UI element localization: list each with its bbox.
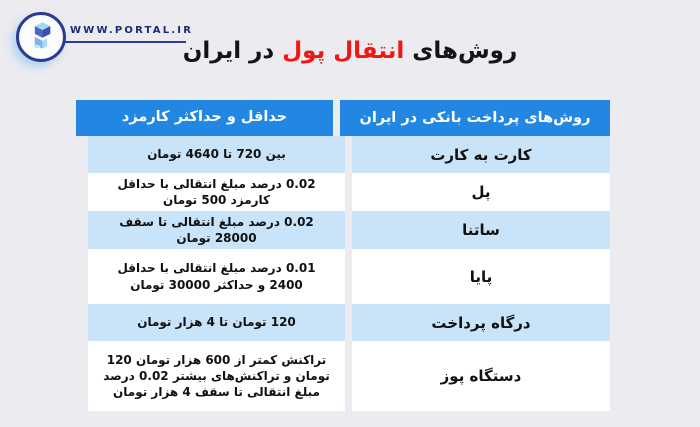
method-paya: پایا — [352, 249, 610, 304]
fee-pol: 0.02 درصد مبلغ انتقالی با حداقل کارمزد 5… — [88, 173, 345, 211]
page-title: روش‌های انتقال پول در ایران — [0, 38, 700, 64]
portal-logo-circle — [16, 12, 66, 62]
fee-paya: 0.01 درصد مبلغ انتقالی با حداقل 2400 و ح… — [88, 249, 345, 304]
payment-methods-table: روش‌های پرداخت بانکی در ایران حداقل و حد… — [76, 100, 610, 411]
table-row: درگاه پرداخت 120 تومان تا 4 هزار تومان — [88, 304, 610, 341]
table-row: پل 0.02 درصد مبلغ انتقالی با حداقل کارمز… — [88, 173, 610, 211]
title-suffix: در ایران — [182, 38, 275, 64]
table-row: دستگاه پوز تراکنش کمتر از 600 هزار تومان… — [88, 341, 610, 411]
fee-satna: 0.02 درصد مبلغ انتقالی تا سقف 28000 توما… — [88, 211, 345, 249]
col-header-fees: حداقل و حداکثر کارمزد — [76, 100, 333, 136]
table-row: پایا 0.01 درصد مبلغ انتقالی با حداقل 240… — [88, 249, 610, 304]
fee-card-to-card: بین 720 تا 4640 تومان — [88, 136, 345, 173]
method-pos-device: دستگاه پوز — [352, 341, 610, 411]
method-pol: پل — [352, 173, 610, 211]
fee-payment-gateway: 120 تومان تا 4 هزار تومان — [88, 304, 345, 341]
table-row: ساتنا 0.02 درصد مبلغ انتقالی تا سقف 2800… — [88, 211, 610, 249]
portal-logo-icon — [33, 22, 51, 49]
logo-url-text: WWW.PORTAL.IR — [70, 25, 194, 36]
fee-pos-device: تراکنش کمتر از 600 هزار تومان 120 تومان … — [88, 341, 345, 411]
logo-underline — [64, 41, 186, 43]
table-header-row: روش‌های پرداخت بانکی در ایران حداقل و حد… — [76, 100, 610, 136]
title-prefix: روش‌های — [412, 38, 518, 64]
title-highlight: انتقال پول — [282, 38, 405, 64]
portal-logo: WWW.PORTAL.IR — [14, 10, 204, 66]
col-header-methods: روش‌های پرداخت بانکی در ایران — [340, 100, 610, 136]
table-row: کارت به کارت بین 720 تا 4640 تومان — [88, 136, 610, 173]
method-satna: ساتنا — [352, 211, 610, 249]
method-payment-gateway: درگاه پرداخت — [352, 304, 610, 341]
method-card-to-card: کارت به کارت — [352, 136, 610, 173]
